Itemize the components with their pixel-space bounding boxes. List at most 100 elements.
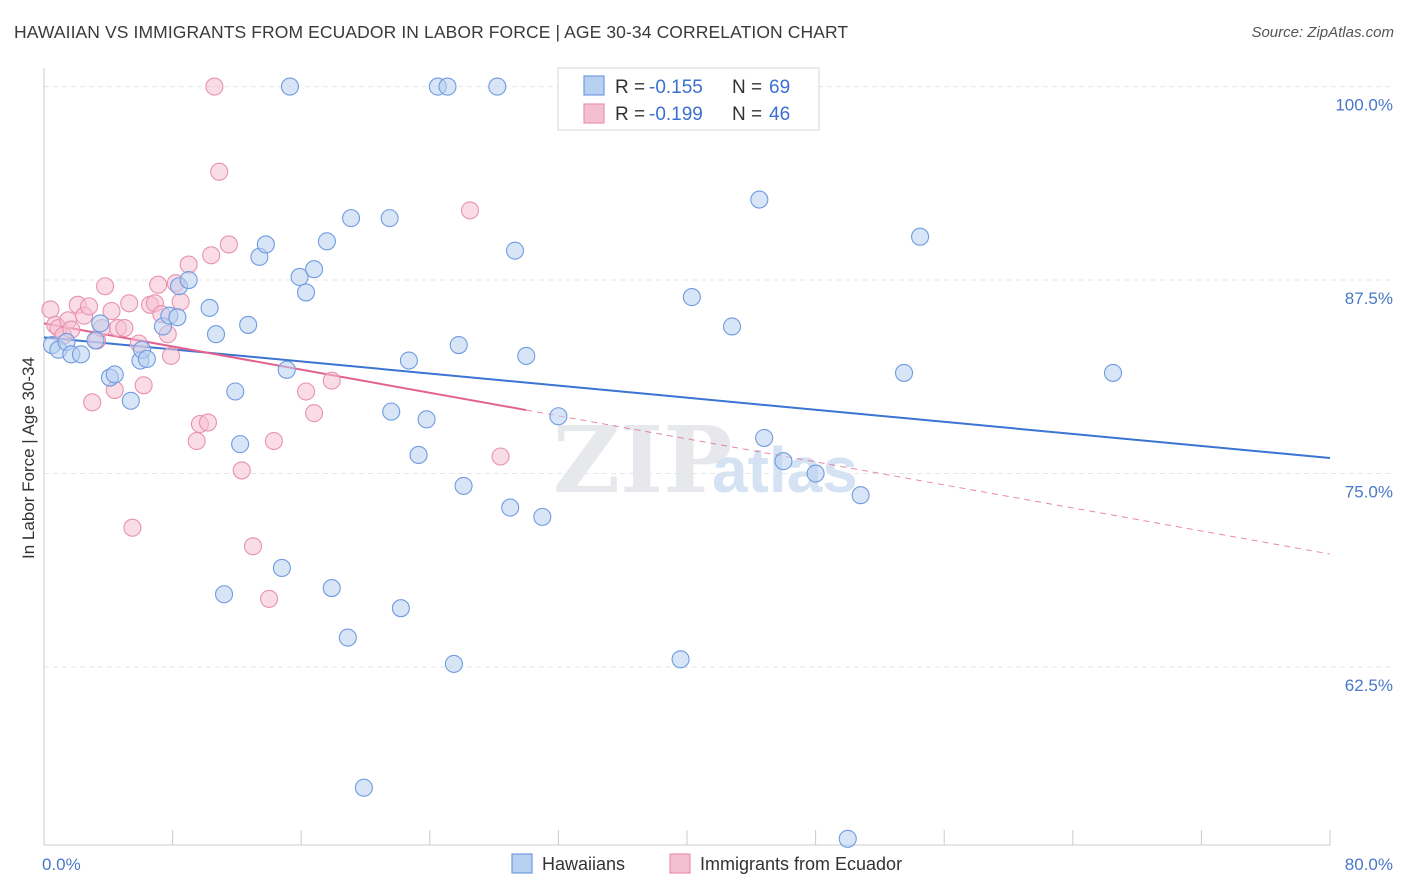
point-hawaiians	[168, 308, 187, 327]
point-hawaiians	[417, 410, 436, 429]
trend-line-ecuador-extension	[526, 409, 1331, 555]
point-ecuador	[322, 371, 341, 390]
point-ecuador	[198, 413, 218, 432]
point-hawaiians	[317, 232, 336, 251]
point-hawaiians	[290, 267, 309, 287]
point-hawaiians	[505, 241, 525, 260]
point-ecuador	[491, 447, 510, 466]
legend-bottom-swatch-ecuador	[669, 853, 691, 874]
y-axis-label: In Labor Force | Age 30-34	[19, 357, 38, 559]
point-hawaiians	[488, 77, 507, 96]
x-tick-label-max: 80.0%	[1345, 855, 1393, 874]
point-ecuador	[305, 404, 324, 423]
point-hawaiians	[214, 585, 234, 604]
point-ecuador	[179, 255, 198, 274]
point-hawaiians	[851, 486, 870, 505]
point-hawaiians	[671, 650, 690, 669]
legend-swatch-hawaiians	[583, 75, 605, 96]
point-hawaiians	[121, 391, 140, 410]
point-ecuador	[79, 297, 99, 316]
point-ecuador	[219, 235, 238, 254]
point-hawaiians	[91, 314, 110, 333]
grid	[44, 86, 1393, 668]
point-ecuador	[115, 318, 134, 338]
trend-line-hawaiians	[43, 336, 1331, 460]
y-tick-label: 100.0%	[1335, 96, 1393, 115]
legend-n-label-2: N =	[732, 104, 762, 125]
point-ecuador	[41, 300, 60, 319]
point-ecuador	[202, 246, 221, 265]
point-hawaiians	[806, 464, 825, 483]
legend-top: R = -0.155 N = 69 R = -0.199 N = 46	[557, 67, 820, 131]
point-hawaiians	[179, 270, 198, 290]
legend-r-value-1: -0.155	[649, 77, 703, 98]
source-label: Source: ZipAtlas.com	[1251, 24, 1394, 41]
scatter-points	[41, 77, 1123, 848]
point-hawaiians	[454, 476, 473, 495]
point-hawaiians	[682, 288, 701, 307]
watermark: ZIP atlas	[553, 406, 858, 514]
y-tick-label: 87.5%	[1345, 289, 1393, 308]
point-ecuador	[96, 277, 115, 296]
legend-bottom-label-ecuador: Immigrants from Ecuador	[700, 854, 902, 874]
point-hawaiians	[438, 77, 457, 96]
point-hawaiians	[341, 209, 361, 228]
chart-title: HAWAIIAN VS IMMIGRANTS FROM ECUADOR IN L…	[14, 22, 849, 42]
point-ecuador	[123, 518, 142, 537]
point-ecuador	[171, 292, 190, 311]
legend-bottom-label-hawaiians: Hawaiians	[542, 854, 625, 874]
point-hawaiians	[399, 351, 418, 370]
point-hawaiians	[296, 283, 316, 302]
legend-swatch-ecuador	[583, 103, 605, 124]
point-hawaiians	[272, 558, 291, 577]
point-ecuador	[210, 162, 229, 181]
y-tick-labels: 62.5% 75.0% 87.5% 100.0%	[1335, 96, 1393, 695]
x-ticks	[43, 830, 1331, 845]
point-ecuador	[205, 77, 224, 96]
point-hawaiians	[338, 628, 357, 647]
point-ecuador	[149, 275, 168, 294]
legend-r-value-2: -0.199	[649, 104, 703, 125]
point-hawaiians	[280, 77, 299, 96]
point-ecuador	[259, 589, 279, 608]
point-ecuador	[102, 301, 121, 321]
y-tick-label: 62.5%	[1345, 676, 1393, 695]
point-ecuador	[187, 431, 206, 451]
point-hawaiians	[755, 428, 774, 447]
point-hawaiians	[549, 407, 568, 426]
y-tick-label: 75.0%	[1345, 483, 1393, 502]
legend-n-label-1: N =	[732, 77, 762, 98]
point-hawaiians	[256, 235, 275, 254]
point-hawaiians	[444, 654, 463, 673]
point-hawaiians	[517, 346, 536, 365]
legend-bottom: Hawaiians Immigrants from Ecuador	[511, 853, 902, 874]
legend-r-label-1: R =	[615, 77, 645, 98]
point-hawaiians	[911, 227, 930, 246]
point-hawaiians	[722, 317, 742, 336]
legend-n-value-1: 69	[769, 77, 790, 98]
point-hawaiians	[200, 298, 219, 317]
point-hawaiians	[391, 599, 410, 618]
point-hawaiians	[305, 260, 324, 279]
point-ecuador	[460, 201, 480, 220]
point-ecuador	[120, 294, 139, 313]
point-ecuador	[161, 346, 181, 365]
point-hawaiians	[277, 360, 296, 379]
point-hawaiians	[838, 829, 857, 848]
point-hawaiians	[382, 402, 401, 421]
point-hawaiians	[322, 579, 341, 598]
point-hawaiians	[501, 498, 520, 517]
point-hawaiians	[206, 325, 226, 344]
legend-bottom-swatch-hawaiians	[511, 853, 533, 874]
point-hawaiians	[354, 778, 373, 797]
point-hawaiians	[105, 365, 124, 384]
point-hawaiians	[71, 345, 91, 364]
point-hawaiians	[1103, 363, 1123, 382]
point-hawaiians	[380, 209, 399, 228]
point-hawaiians	[449, 336, 468, 355]
point-ecuador	[243, 537, 263, 556]
x-tick-label-min: 0.0%	[42, 855, 81, 874]
point-hawaiians	[894, 363, 914, 382]
watermark-zip: ZIP	[553, 406, 732, 514]
